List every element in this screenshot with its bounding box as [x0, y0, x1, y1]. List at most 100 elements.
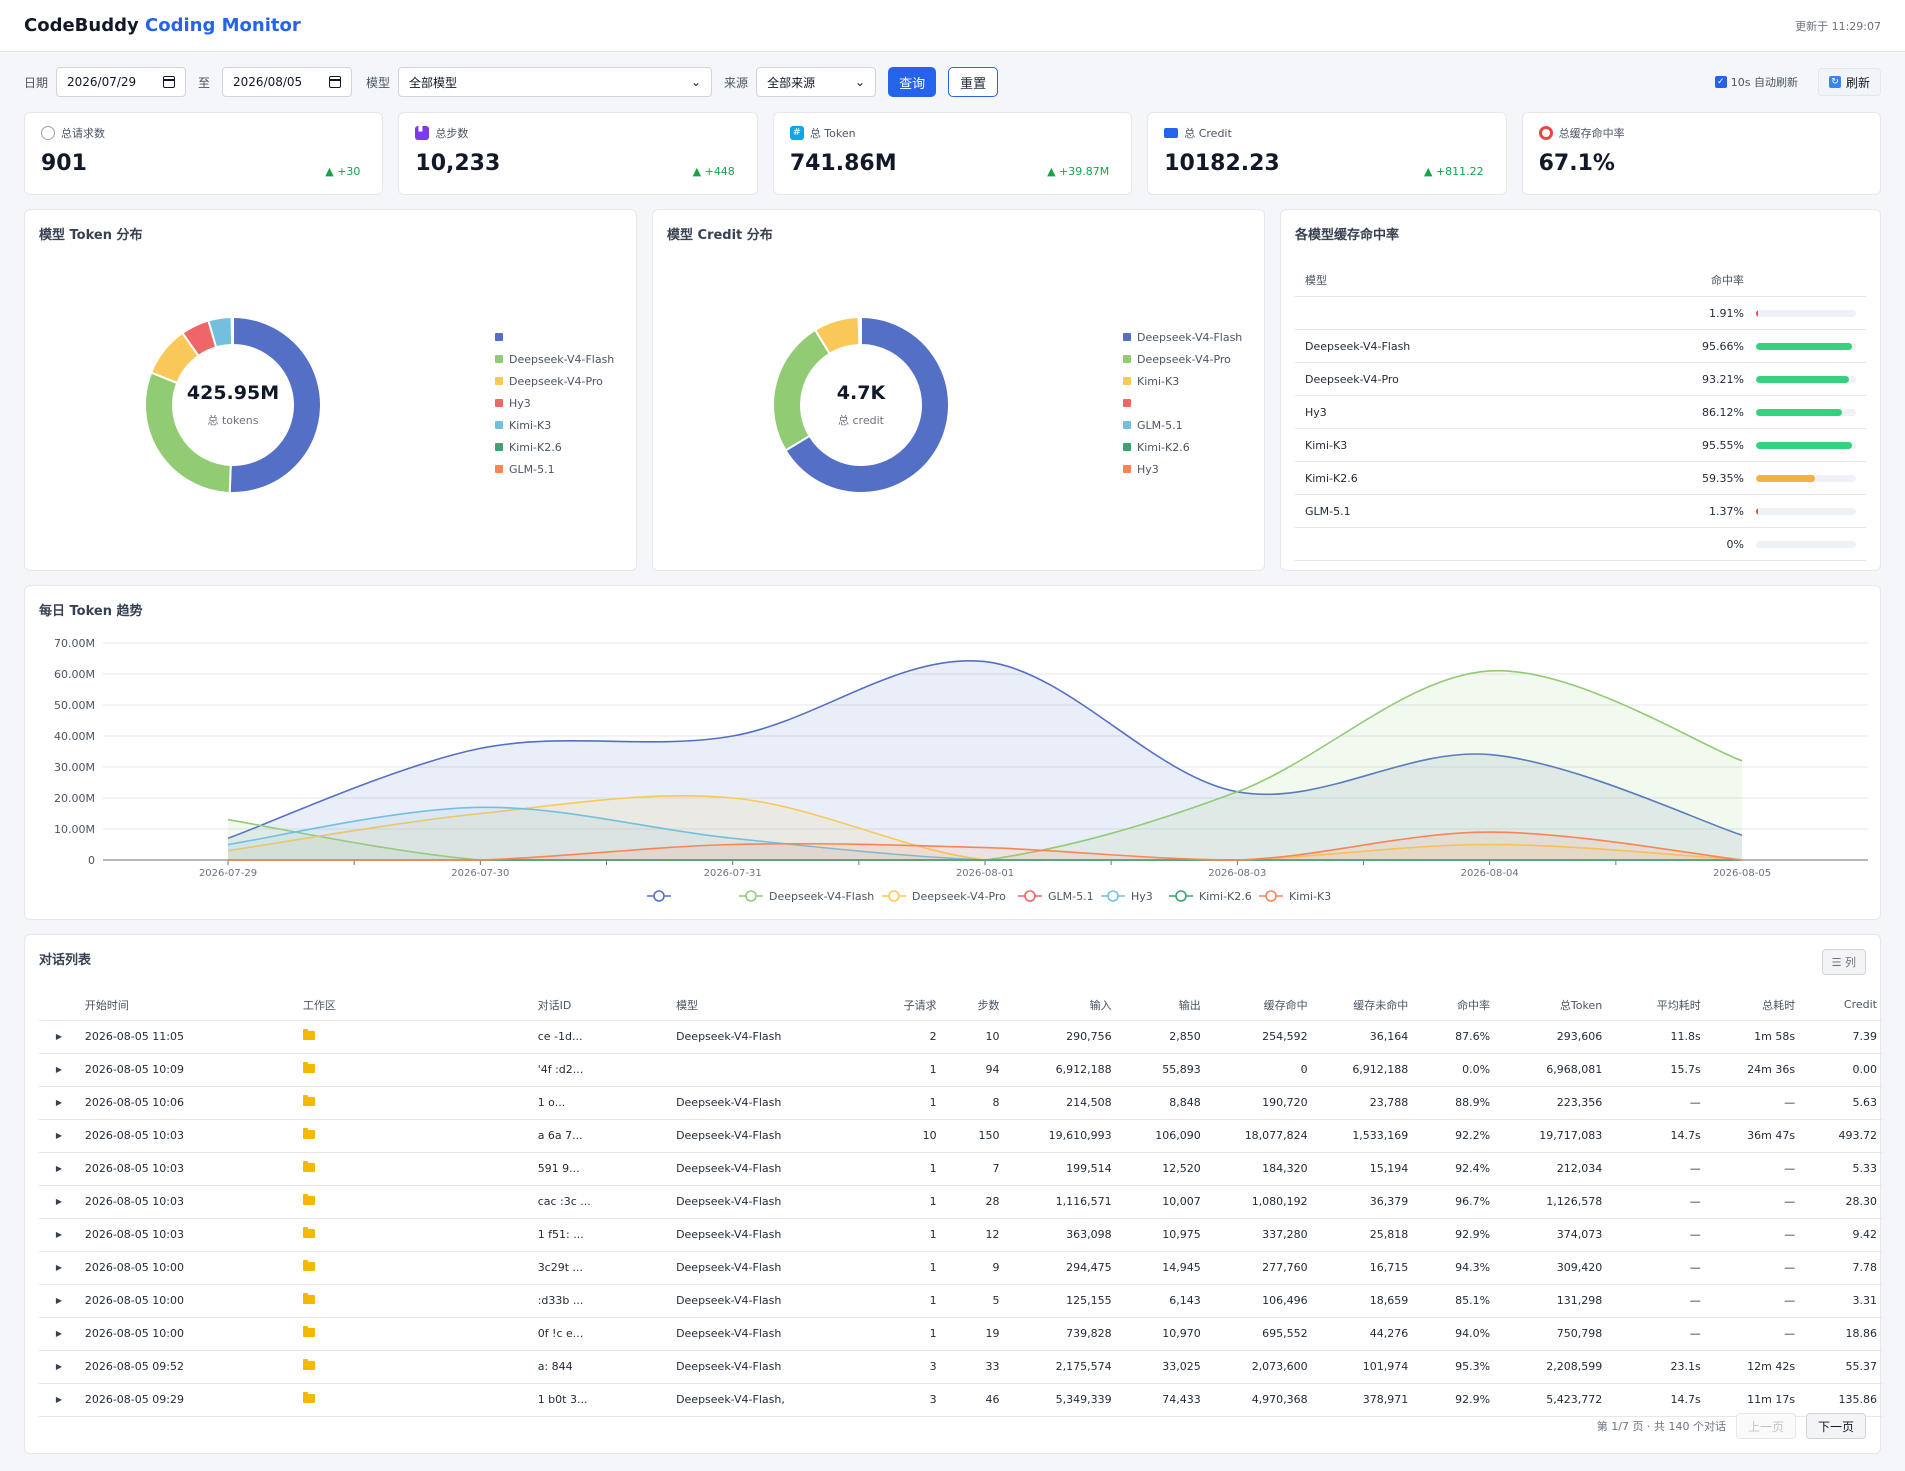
legend-marker	[653, 890, 665, 902]
table-row[interactable]: ▶ 2026-08-05 10:03 cac :3c ... Deepseek-V4-…	[39, 1185, 1883, 1219]
legend-item[interactable]: Kimi-K2.6	[1123, 440, 1242, 454]
donut-slice[interactable]	[784, 315, 950, 494]
table-cell: —	[1706, 1185, 1802, 1219]
table-cell: 378,971	[1313, 1383, 1415, 1417]
table-cell: 2,175,574	[1005, 1350, 1118, 1384]
column-header[interactable]: Credit	[1801, 990, 1883, 1021]
table-row[interactable]: ▶ 2026-08-05 10:00 3c29t ... Deepseek-V4-F…	[39, 1251, 1883, 1285]
donut-slice[interactable]	[228, 315, 322, 494]
column-header[interactable]: 模型	[670, 990, 870, 1021]
column-header[interactable]: 缓存未命中	[1313, 990, 1415, 1021]
column-header[interactable]: 对话ID	[531, 990, 671, 1021]
date-to-input[interactable]: 2026/08/05	[222, 67, 353, 97]
legend-item[interactable]: Deepseek-V4-Flash	[1123, 330, 1242, 344]
donut-total-label: 总 tokens	[207, 414, 259, 427]
legend-item[interactable]: Kimi-K3	[1259, 890, 1331, 903]
column-header[interactable]: 平均耗时	[1608, 990, 1707, 1021]
column-header[interactable]: 步数	[942, 990, 1006, 1021]
table-cell: 23,788	[1313, 1086, 1415, 1120]
last-updated: 更新于 11:29:07	[1795, 19, 1881, 33]
workspace-cell	[296, 1086, 532, 1120]
table-cell: 19,717,083	[1496, 1119, 1609, 1153]
legend-item[interactable]: Kimi-K3	[495, 418, 614, 432]
legend-item[interactable]: GLM-5.1	[1123, 418, 1242, 432]
workspace-cell	[296, 1251, 532, 1285]
column-header[interactable]: 子请求	[869, 990, 943, 1021]
next-page-button[interactable]: 下一页	[1805, 1413, 1866, 1439]
table-cell: :d33b ...	[531, 1284, 671, 1318]
table-cell: 11m 17s	[1706, 1383, 1802, 1417]
legend-item[interactable]	[1123, 396, 1242, 410]
legend-item[interactable]: Kimi-K2.6	[1169, 890, 1252, 903]
source-select[interactable]: 全部来源 ⌄	[756, 67, 877, 97]
reset-button[interactable]: 重置	[948, 67, 999, 97]
expand-row-icon[interactable]: ▶	[39, 1350, 79, 1384]
columns-button[interactable]: ☰ 列	[1821, 949, 1866, 975]
date-from-input[interactable]: 2026/07/29	[56, 67, 187, 97]
legend-item[interactable]: Kimi-K3	[1123, 374, 1242, 388]
legend-label: Hy3	[1131, 890, 1153, 903]
expand-row-icon[interactable]: ▶	[39, 1251, 79, 1285]
table-cell: —	[1608, 1251, 1707, 1285]
table-cell: 94	[942, 1053, 1006, 1087]
table-row[interactable]: ▶ 2026-08-05 09:52 a: 844 Deepseek-V4-Flash…	[39, 1350, 1883, 1384]
donut-slice[interactable]	[231, 315, 234, 347]
column-header[interactable]: 总Token	[1496, 990, 1609, 1021]
column-header[interactable]: 命中率	[1414, 990, 1497, 1021]
table-row[interactable]: ▶ 2026-08-05 10:00 :d33b ... Deepseek-V4-F…	[39, 1284, 1883, 1318]
expand-row-icon[interactable]: ▶	[39, 1086, 79, 1120]
legend-item[interactable]: GLM-5.1	[495, 462, 614, 476]
stat-label: 总 Credit	[1184, 127, 1232, 140]
expand-row-icon[interactable]: ▶	[39, 1383, 79, 1417]
cache-hit-row: Deepseek-V4-Pro 93.21%	[1295, 363, 1866, 396]
table-row[interactable]: ▶ 2026-08-05 09:29 1 b0t 3... Deepseek-V4-F…	[39, 1383, 1883, 1417]
table-cell: 1 f51: ...	[531, 1218, 671, 1252]
expand-row-icon[interactable]: ▶	[39, 1119, 79, 1153]
expand-row-icon[interactable]: ▶	[39, 1053, 79, 1087]
model-select[interactable]: 全部模型 ⌄	[398, 67, 713, 97]
column-header[interactable]: 输入	[1005, 990, 1118, 1021]
date-to-value: 2026/08/05	[233, 75, 303, 89]
column-header[interactable]: 总耗时	[1706, 990, 1802, 1021]
legend-item[interactable]: Hy3	[1101, 890, 1153, 903]
query-button[interactable]: 查询	[888, 67, 937, 97]
table-cell: 1,126,578	[1496, 1185, 1609, 1219]
column-header[interactable]: 输出	[1117, 990, 1207, 1021]
legend-item[interactable]: Hy3	[495, 396, 614, 410]
legend-item[interactable]: Deepseek-V4-Pro	[1123, 352, 1242, 366]
column-header[interactable]: 工作区	[296, 990, 532, 1021]
auto-refresh-checkbox[interactable]: ✓ 10s 自动刷新	[1714, 74, 1798, 90]
legend-item[interactable]: Kimi-K2.6	[495, 440, 614, 454]
legend-item[interactable]: Deepseek-V4-Flash	[495, 352, 614, 366]
expand-row-icon[interactable]: ▶	[39, 1317, 79, 1351]
series-area	[228, 832, 1742, 860]
column-header[interactable]: 开始时间	[78, 990, 297, 1021]
refresh-button[interactable]: ↻ 刷新	[1817, 68, 1881, 96]
legend-item[interactable]: Deepseek-V4-Flash	[739, 890, 874, 903]
legend-item[interactable]: Deepseek-V4-Pro	[495, 374, 614, 388]
expand-row-icon[interactable]: ▶	[39, 1152, 79, 1186]
table-cell: 3c29t ...	[531, 1251, 671, 1285]
legend-item[interactable]: Hy3	[1123, 462, 1242, 476]
prev-page-button[interactable]: 上一页	[1735, 1413, 1796, 1439]
legend-item[interactable]: GLM-5.1	[1018, 890, 1094, 903]
calendar-icon	[163, 76, 176, 88]
expand-row-icon[interactable]: ▶	[39, 1185, 79, 1219]
hit-rate-bar	[1756, 540, 1866, 548]
legend-item[interactable]: Deepseek-V4-Pro	[882, 890, 1006, 903]
table-row[interactable]: ▶ 2026-08-05 10:03 591 9... Deepseek-V4-Fl…	[39, 1152, 1883, 1186]
table-row[interactable]: ▶ 2026-08-05 11:05 ce -1d... Deepseek-V4-Fl…	[39, 1020, 1883, 1054]
expand-row-icon[interactable]: ▶	[39, 1020, 79, 1054]
legend-swatch	[495, 421, 503, 429]
table-row[interactable]: ▶ 2026-08-05 10:03 a 6a 7... Deepseek-V4-Fl…	[39, 1119, 1883, 1153]
column-header[interactable]: 缓存命中	[1206, 990, 1314, 1021]
table-row[interactable]: ▶ 2026-08-05 10:00 0f !c e... Deepseek-V4-F…	[39, 1317, 1883, 1351]
legend-item[interactable]	[647, 890, 671, 902]
table-row[interactable]: ▶ 2026-08-05 10:09'4f :d2... 1 94 6,912,188 5…	[39, 1053, 1883, 1087]
refresh-label: 刷新	[1845, 75, 1870, 90]
expand-row-icon[interactable]: ▶	[39, 1284, 79, 1318]
legend-item[interactable]	[495, 330, 614, 344]
table-row[interactable]: ▶ 2026-08-05 10:06 1 o... Deepseek-V4-Flas…	[39, 1086, 1883, 1120]
table-row[interactable]: ▶ 2026-08-05 10:03 1 f51: ... Deepseek-V4-F…	[39, 1218, 1883, 1252]
expand-row-icon[interactable]: ▶	[39, 1218, 79, 1252]
